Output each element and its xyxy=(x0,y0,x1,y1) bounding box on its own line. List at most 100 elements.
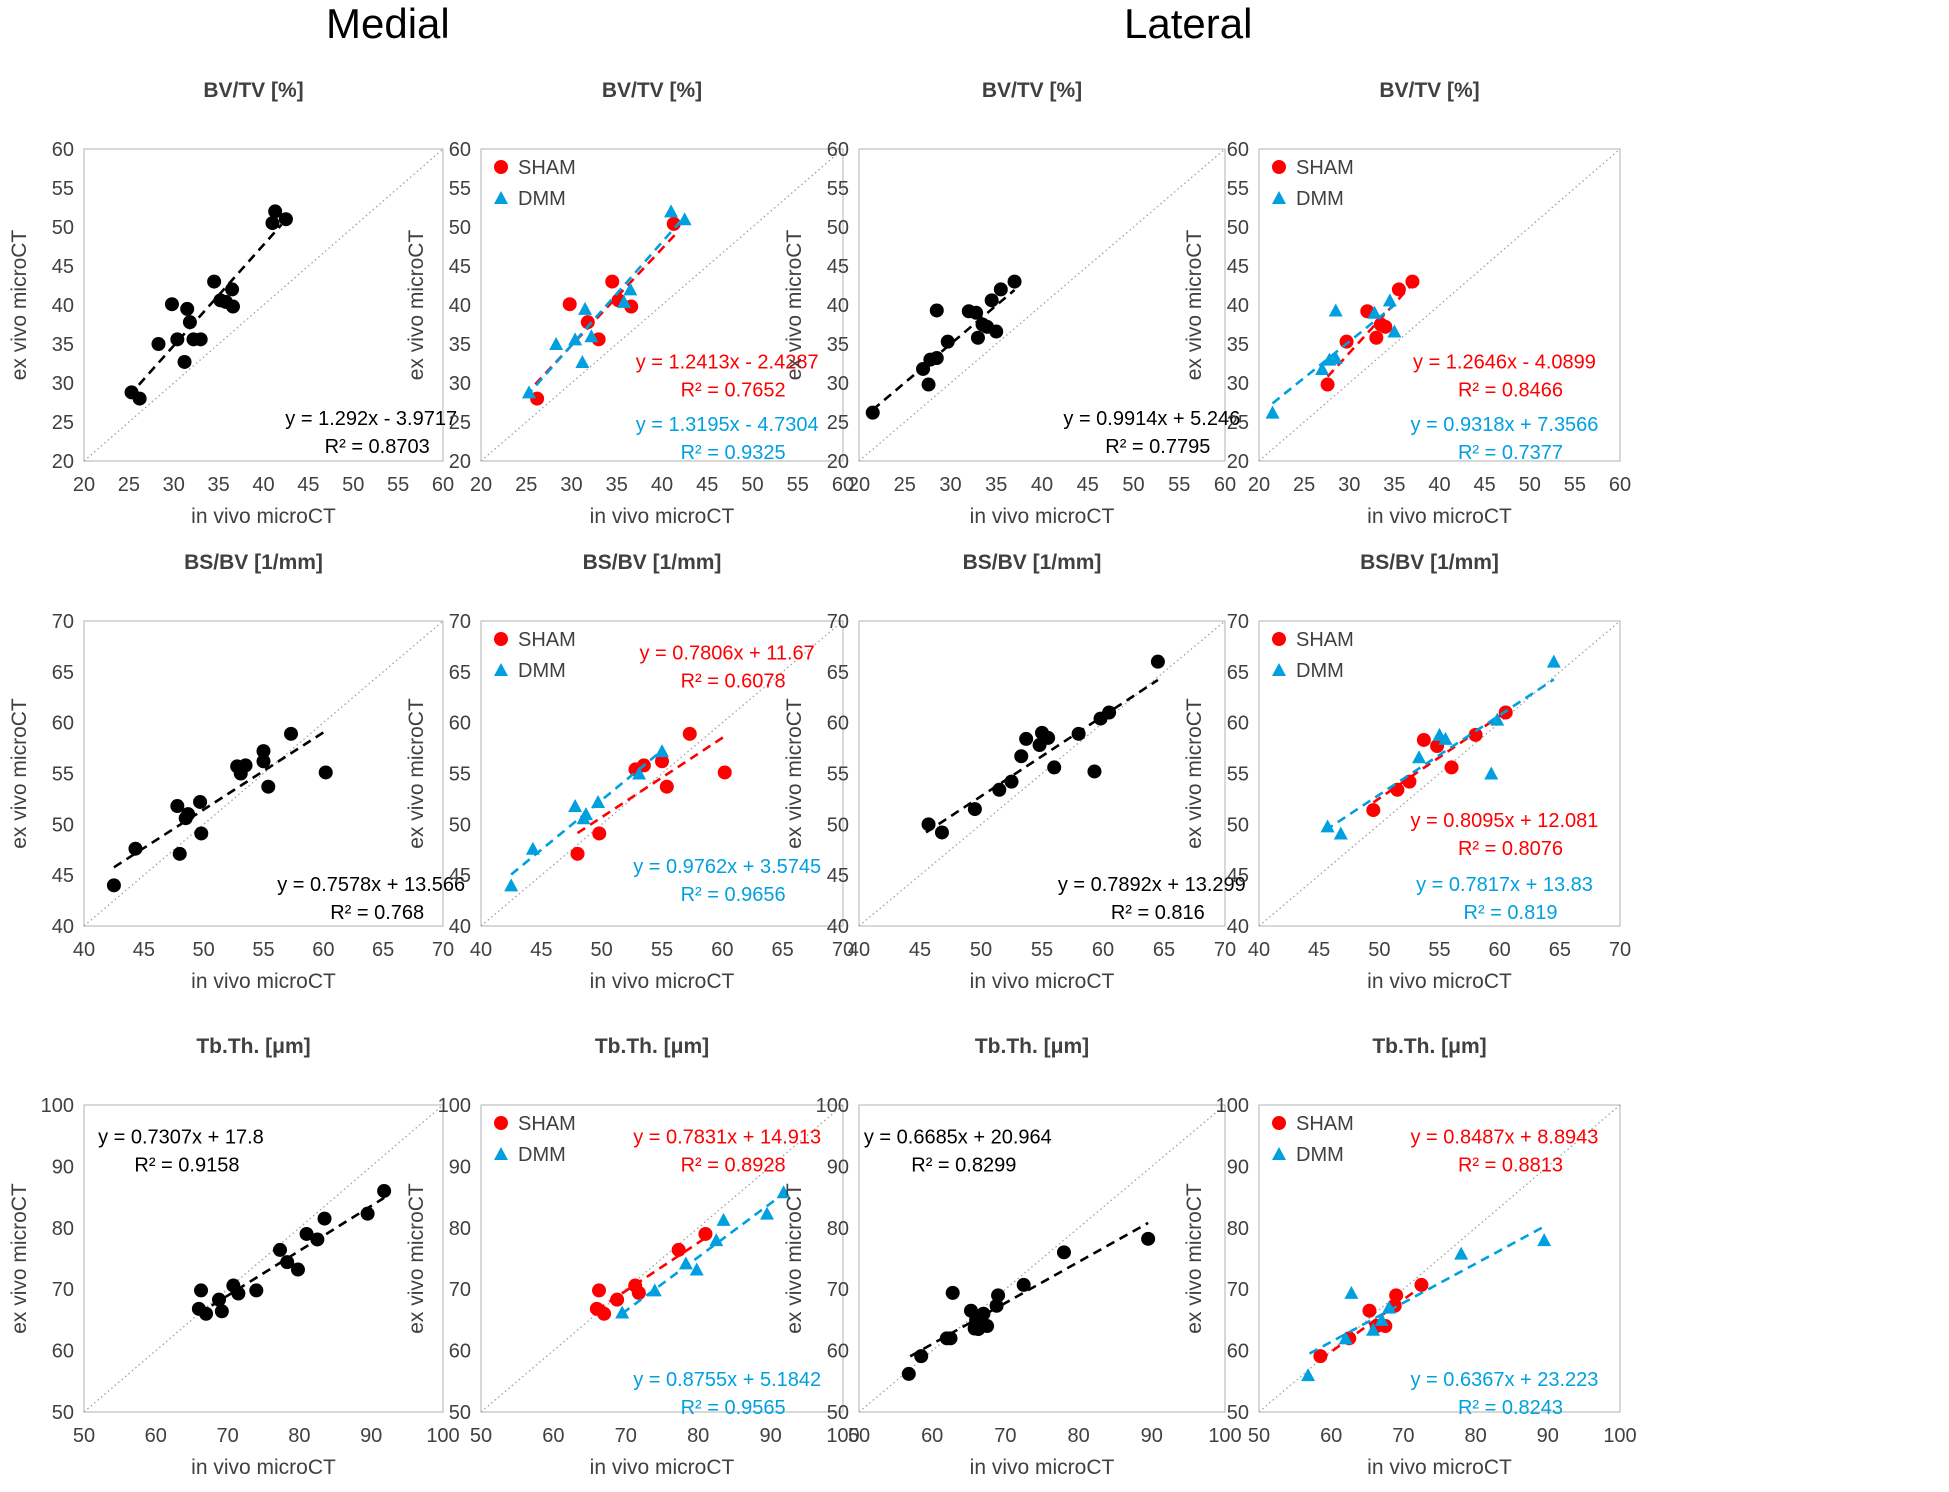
y-tick-label: 100 xyxy=(1216,1095,1249,1117)
trend-line xyxy=(871,288,1016,411)
legend-label: DMM xyxy=(518,188,566,210)
x-tick-label: 50 xyxy=(342,474,364,496)
legend-marker xyxy=(494,663,508,676)
identity-line xyxy=(480,148,844,462)
data-point xyxy=(132,391,147,406)
x-tick-label: 50 xyxy=(591,939,613,961)
data-point xyxy=(199,1306,214,1321)
data-point xyxy=(1374,1312,1389,1326)
x-tick-label: 60 xyxy=(1092,939,1114,961)
data-point xyxy=(521,385,536,399)
x-tick-label: 55 xyxy=(787,474,809,496)
y-axis-label: ex vivo microCT xyxy=(8,1183,31,1334)
chart-panel: BS/BV [1/mm] 40 45 50 55 60 65 70 40 45 50 55 60 65 70… xyxy=(8,551,465,993)
x-tick-label: 65 xyxy=(372,939,394,961)
data-point xyxy=(1382,293,1397,307)
fit-equation: y = 0.7578x + 13.566 xyxy=(277,874,465,896)
x-axis-label: in vivo microCT xyxy=(191,970,336,993)
legend: SHAM DMM xyxy=(1272,629,1354,682)
x-tick-label: 60 xyxy=(1320,1425,1342,1447)
x-tick-label: 55 xyxy=(1428,939,1450,961)
data-point xyxy=(1313,1349,1328,1364)
x-tick-label: 30 xyxy=(939,474,961,496)
data-point xyxy=(360,1206,375,1221)
data-point xyxy=(211,1292,226,1307)
x-axis-label: in vivo microCT xyxy=(1367,1456,1512,1479)
y-tick-label: 100 xyxy=(438,1095,471,1117)
x-axis-label: in vivo microCT xyxy=(970,1456,1115,1479)
x-axis-label: in vivo microCT xyxy=(1367,970,1512,993)
y-tick-label: 50 xyxy=(827,814,849,836)
data-point xyxy=(1344,1285,1359,1299)
data-point xyxy=(1328,351,1343,365)
y-tick-label: 35 xyxy=(52,334,74,356)
fit-equation: y = 1.292x - 3.9717 xyxy=(285,408,457,430)
y-tick-label: 50 xyxy=(52,1402,74,1424)
data-point xyxy=(273,1242,288,1257)
y-tick-label: 90 xyxy=(449,1156,471,1178)
data-point xyxy=(616,294,631,308)
data-point xyxy=(1405,274,1420,289)
x-tick-label: 65 xyxy=(1549,939,1571,961)
x-axis-label: in vivo microCT xyxy=(970,505,1115,528)
identity-line xyxy=(83,1104,444,1413)
plot-frame xyxy=(83,620,444,927)
data-point xyxy=(664,204,679,218)
y-tick-label: 30 xyxy=(827,373,849,395)
chart-panel: Tb.Th. [μm]50 60 70 80 90 1005060708090100in … xyxy=(405,1035,860,1479)
x-tick-label: 25 xyxy=(118,474,140,496)
data-point xyxy=(1366,1322,1381,1336)
x-tick-label: 100 xyxy=(426,1425,459,1447)
data-point xyxy=(969,305,984,320)
identity-line xyxy=(83,620,444,927)
y-tick-label: 25 xyxy=(827,412,849,434)
fit-r-squared: R² = 0.9158 xyxy=(134,1154,239,1176)
legend-label: DMM xyxy=(1296,188,1344,210)
legend-marker xyxy=(1272,632,1286,646)
data-point xyxy=(575,354,590,368)
fit-equation: y = 0.9914x + 5.246 xyxy=(1063,408,1240,430)
x-axis-label: in vivo microCT xyxy=(970,970,1115,993)
x-tick-label: 20 xyxy=(73,474,95,496)
y-tick-label: 25 xyxy=(52,412,74,434)
y-tick-label: 40 xyxy=(827,916,849,938)
x-tick-label: 50 xyxy=(970,939,992,961)
lateral-header: Lateral xyxy=(1124,0,1253,47)
x-tick-label: 90 xyxy=(759,1425,781,1447)
y-tick-label: 60 xyxy=(52,139,74,161)
data-point xyxy=(1416,732,1431,747)
legend-label: DMM xyxy=(518,1144,566,1166)
y-tick-label: 50 xyxy=(1227,814,1249,836)
data-point xyxy=(265,216,280,231)
data-point xyxy=(631,1285,646,1300)
data-point xyxy=(1004,774,1019,789)
x-tick-label: 70 xyxy=(994,1425,1016,1447)
x-tick-label: 45 xyxy=(1308,939,1330,961)
data-point xyxy=(929,303,944,318)
data-point xyxy=(980,1319,995,1334)
data-point xyxy=(1391,282,1406,297)
data-point xyxy=(1141,1231,1156,1246)
data-point xyxy=(671,1242,686,1257)
legend-marker xyxy=(494,1147,508,1160)
data-point xyxy=(1490,712,1505,726)
data-point xyxy=(865,405,880,420)
data-point xyxy=(1537,1233,1552,1247)
x-tick-label: 55 xyxy=(387,474,409,496)
data-point xyxy=(759,1206,774,1220)
chart-title: BV/TV [%] xyxy=(982,79,1082,102)
y-tick-label: 90 xyxy=(827,1156,849,1178)
data-point xyxy=(993,282,1008,297)
data-point xyxy=(1468,727,1483,742)
x-tick-label: 80 xyxy=(1464,1425,1486,1447)
legend-label: SHAM xyxy=(518,157,576,179)
legend: SHAM DMM xyxy=(494,629,576,682)
data-point xyxy=(678,1256,693,1270)
fit-equation: y = 1.3195x - 4.7304 xyxy=(636,414,819,436)
legend-marker xyxy=(1272,1116,1286,1130)
data-point xyxy=(318,765,333,780)
y-tick-label: 45 xyxy=(1227,256,1249,278)
data-point xyxy=(377,1183,392,1198)
x-tick-label: 40 xyxy=(73,939,95,961)
legend-marker xyxy=(1272,663,1286,676)
